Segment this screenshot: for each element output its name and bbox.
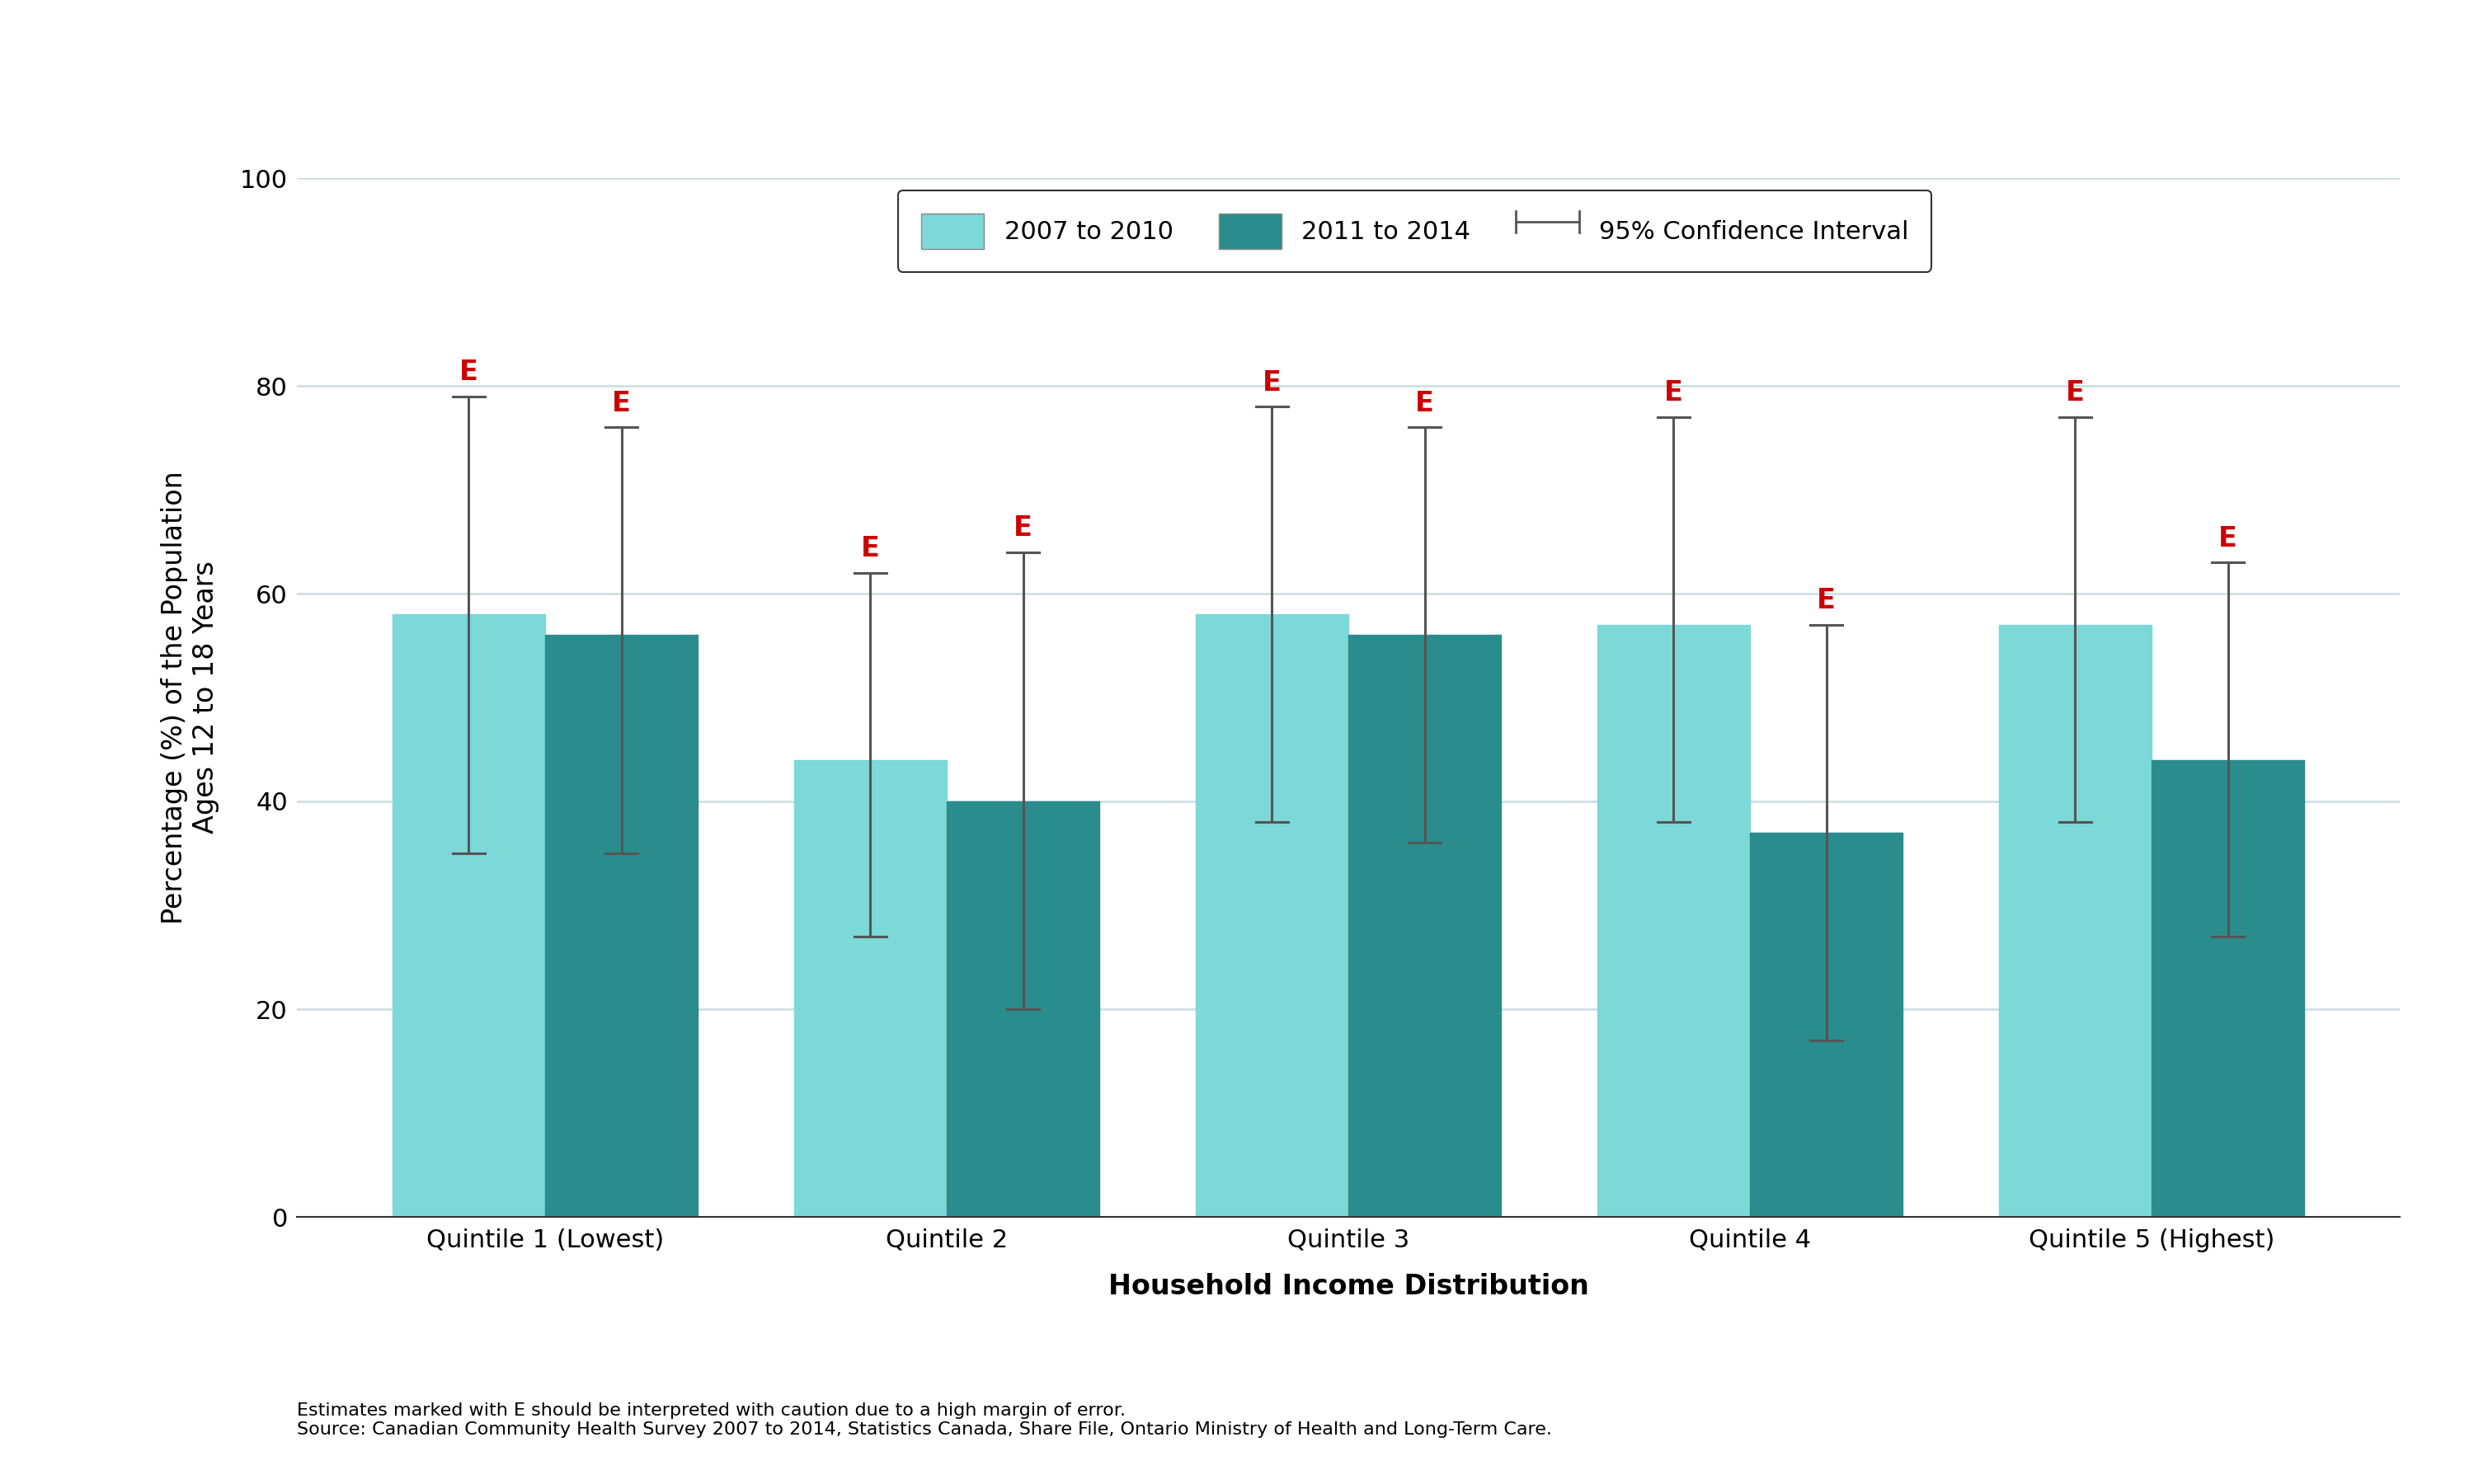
Text: Estimates marked with ​E​ should be interpreted with caution due to a high margi: Estimates marked with ​E​ should be inte… — [297, 1402, 1551, 1438]
Text: E: E — [2066, 380, 2086, 407]
Text: E: E — [2219, 525, 2236, 552]
Text: E: E — [460, 359, 477, 386]
Text: E: E — [1014, 515, 1032, 542]
Text: E: E — [1262, 370, 1282, 396]
Bar — [2152, 760, 2303, 1217]
Text: E: E — [1415, 390, 1435, 417]
Bar — [1348, 635, 1502, 1217]
X-axis label: Household Income Distribution: Household Income Distribution — [1108, 1273, 1588, 1300]
Y-axis label: Percentage (%) of the Population
Ages 12 to 18 Years: Percentage (%) of the Population Ages 12… — [161, 470, 220, 925]
Bar — [544, 635, 698, 1217]
Bar — [794, 760, 948, 1217]
Legend: 2007 to 2010, 2011 to 2014, 95% Confidence Interval: 2007 to 2010, 2011 to 2014, 95% Confiden… — [898, 190, 1932, 272]
Bar — [1749, 833, 1903, 1217]
Text: E: E — [861, 536, 881, 562]
Bar — [948, 801, 1098, 1217]
Text: E: E — [1816, 588, 1836, 614]
Bar — [1195, 614, 1348, 1217]
Bar — [393, 614, 544, 1217]
Bar — [1999, 625, 2152, 1217]
Text: E: E — [611, 390, 631, 417]
Text: E: E — [1665, 380, 1682, 407]
Bar — [1598, 625, 1749, 1217]
